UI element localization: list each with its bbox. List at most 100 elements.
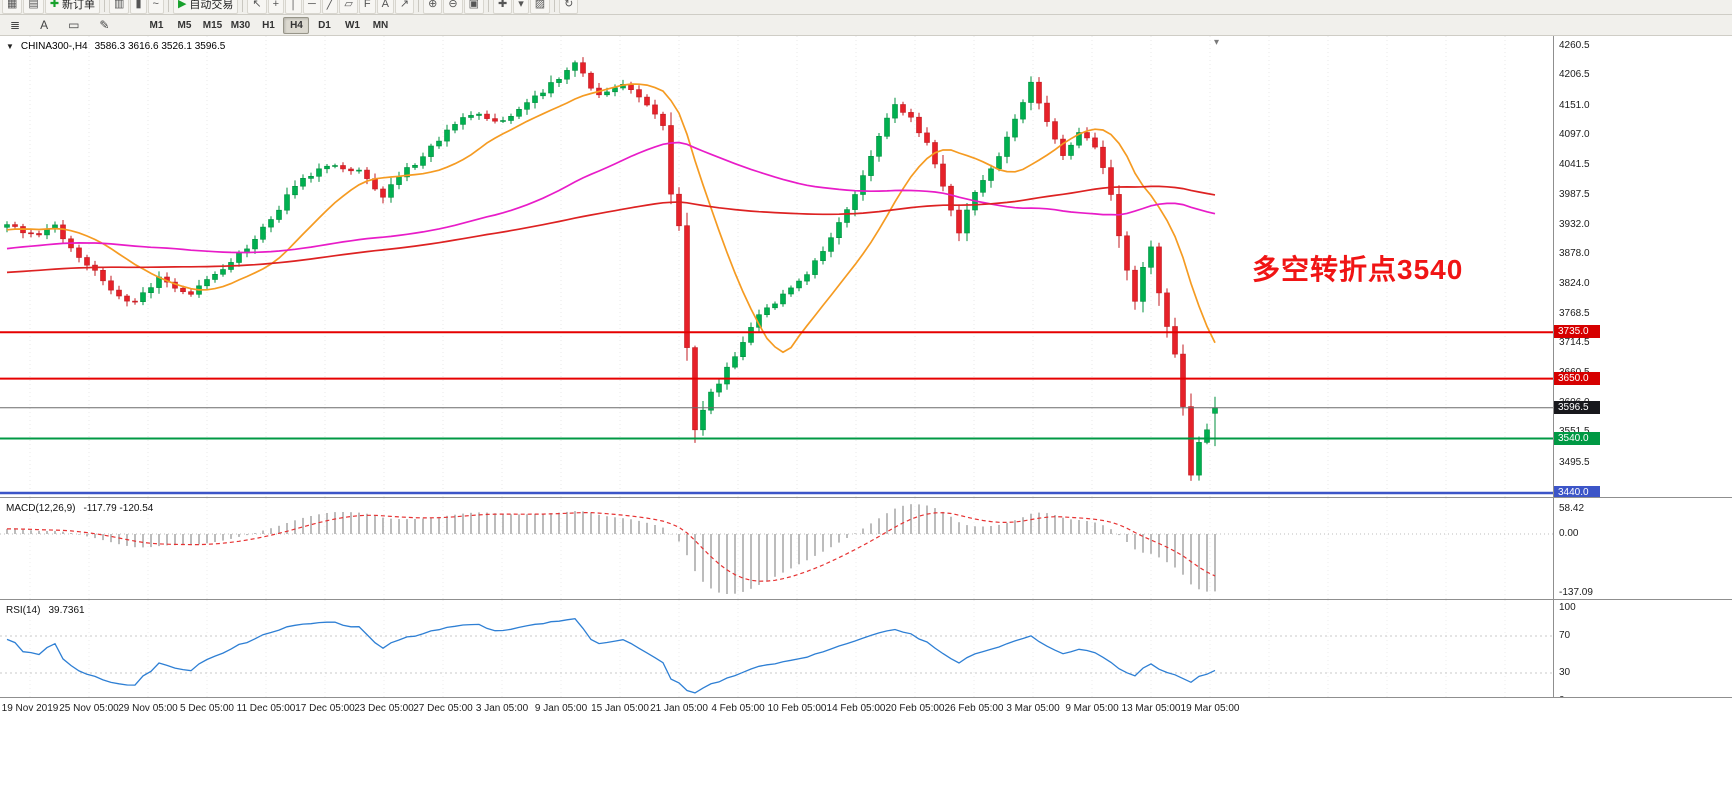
candle-body — [220, 269, 226, 275]
timeframe-m1-button[interactable]: M1 — [149, 19, 164, 31]
candle-body — [4, 224, 10, 228]
timeframe-w1-button[interactable]: W1 — [344, 19, 360, 31]
candle-body — [324, 165, 330, 170]
rsi-axis[interactable]: 100 70 30 0 — [1553, 600, 1732, 697]
candle-body — [420, 156, 426, 166]
templates-icon[interactable]: ▨ — [529, 0, 551, 14]
candle-body — [76, 247, 82, 258]
horizontal-line-icon[interactable]: ─ — [302, 0, 321, 14]
text-a-icon[interactable]: A — [40, 18, 49, 32]
price-badge: 3735.0 — [1554, 325, 1600, 338]
scroll-anchor-icon[interactable]: ▾ — [1214, 37, 1220, 48]
candle-body — [868, 156, 874, 176]
bar-chart-icon: ▥ — [114, 0, 125, 10]
macd-signal-line — [7, 512, 1216, 582]
menu-grid-icon[interactable]: ▦ — [2, 0, 23, 14]
candle-body — [316, 168, 322, 177]
time-axis-label: 23 Dec 05:00 — [354, 703, 414, 714]
trendline-icon[interactable]: ╱ — [321, 0, 339, 14]
chart-dropdown-icon[interactable]: ▼ — [6, 42, 14, 51]
refresh-icon[interactable]: ↻ — [559, 0, 579, 14]
timeframe-mn-button[interactable]: MN — [372, 19, 389, 31]
channel-icon[interactable]: ▱ — [339, 0, 358, 14]
line-chart-icon[interactable]: ~ — [147, 0, 164, 14]
bar-chart-icon[interactable]: ▥ — [109, 0, 130, 14]
autotrading-button[interactable]: ▶ 自动交易 — [172, 0, 239, 14]
time-axis-label: 29 Nov 05:00 — [118, 703, 178, 714]
candle-body — [1164, 292, 1170, 327]
indicators-icon[interactable]: ✚ — [492, 0, 513, 14]
timeframe-h1-button[interactable]: H1 — [262, 19, 275, 31]
window-icon: ▤ — [28, 0, 39, 10]
rsi-panel: RSI(14) 39.7361 100 70 30 0 — [0, 599, 1732, 697]
pen-icon[interactable]: ✎ — [99, 18, 110, 32]
candle-body — [828, 237, 834, 252]
tile-windows-icon[interactable]: ▣ — [463, 0, 484, 14]
time-axis-label: 19 Nov 2019 — [1, 703, 59, 714]
candle-body — [1068, 144, 1074, 156]
fibonacci-icon[interactable]: F — [358, 0, 376, 14]
candle-body — [732, 356, 738, 368]
candle-body — [468, 115, 474, 118]
rsi-axis-label: 100 — [1559, 602, 1576, 613]
vertical-line-icon[interactable]: │ — [285, 0, 302, 14]
candle-body — [724, 366, 730, 385]
candle-body — [964, 209, 970, 234]
candle-body — [764, 307, 770, 315]
candle-body — [412, 165, 418, 168]
candle-body — [988, 168, 994, 181]
price-axis-label: 3878.0 — [1559, 248, 1590, 259]
candle-body — [380, 188, 386, 198]
zoom-in-icon[interactable]: ⊕ — [423, 0, 443, 14]
toolbar-separator — [104, 0, 106, 12]
macd-plot[interactable]: MACD(12,26,9) -117.79 -120.54 — [0, 498, 1553, 599]
candle-body — [388, 184, 394, 198]
macd-label: MACD(12,26,9) -117.79 -120.54 — [6, 503, 153, 514]
rsi-axis-label: 70 — [1559, 630, 1571, 641]
time-axis[interactable]: 19 Nov 2019 25 Nov 05:00 29 Nov 05:00 5 Dec… — [0, 697, 1732, 723]
candle-body — [804, 274, 810, 282]
time-axis-label: 27 Dec 05:00 — [413, 703, 473, 714]
candle-body — [492, 118, 498, 122]
candle-body — [1180, 353, 1186, 407]
candle-body — [636, 89, 642, 98]
macd-axis-label: 0.00 — [1559, 528, 1579, 539]
candle-body — [892, 104, 898, 119]
timeframe-d1-button[interactable]: D1 — [318, 19, 331, 31]
tile-windows-icon: ▣ — [468, 0, 479, 10]
trendline-icon: ╱ — [326, 0, 334, 10]
channel-icon: ▱ — [344, 0, 353, 10]
box-icon[interactable]: ▭ — [68, 18, 80, 32]
time-axis-label: 13 Mar 05:00 — [1121, 703, 1181, 714]
new-order-button[interactable]: ✚ 新订单 — [44, 0, 101, 14]
cursor-icon[interactable]: ↖ — [247, 0, 267, 14]
charts-list-icon[interactable]: ≣ — [10, 18, 21, 32]
candle-body — [1204, 429, 1210, 443]
text-tool-icon[interactable]: A — [376, 0, 394, 14]
candle-body — [276, 209, 282, 220]
toolbar-separator — [554, 0, 556, 12]
chart-annotation[interactable]: 多空转折点3540 — [1252, 254, 1464, 285]
rsi-plot[interactable]: RSI(14) 39.7361 — [0, 600, 1553, 697]
price-axis[interactable]: 4260.5 4206.5 4151.0 4097.0 4041.5 3987.5 3932… — [1553, 36, 1732, 497]
window-icon[interactable]: ▤ — [23, 0, 44, 14]
price-axis-label: 4097.0 — [1559, 129, 1590, 140]
candle-body — [1188, 406, 1194, 476]
rsi-value: 39.7361 — [48, 605, 85, 616]
text-tool-icon: A — [381, 0, 389, 10]
crosshair-icon[interactable]: + — [267, 0, 285, 14]
zoom-out-icon[interactable]: ⊖ — [443, 0, 463, 14]
timeframe-m5-button[interactable]: M5 — [177, 19, 192, 31]
price-axis-label: 3551.5 — [1559, 426, 1590, 438]
timeframe-h4-button[interactable]: H4 — [283, 16, 310, 34]
rsi-axis-label: 0 — [1559, 695, 1565, 697]
rsi-svg — [0, 600, 1553, 697]
timeframe-m30-button[interactable]: M30 — [230, 19, 251, 31]
periods-dropdown-icon[interactable]: ▾ — [513, 0, 529, 14]
candlestick-chart-icon[interactable]: ▮ — [130, 0, 147, 14]
timeframe-m15-button[interactable]: M15 — [202, 19, 223, 31]
arrow-tool-icon[interactable]: ↗ — [394, 0, 415, 14]
candle-body — [940, 163, 946, 187]
chart-plot[interactable]: ▼ CHINA300-,H4 3586.3 3616.6 3526.1 3596… — [0, 36, 1553, 497]
macd-axis[interactable]: 58.42 0.00 -137.09 — [1553, 498, 1732, 599]
